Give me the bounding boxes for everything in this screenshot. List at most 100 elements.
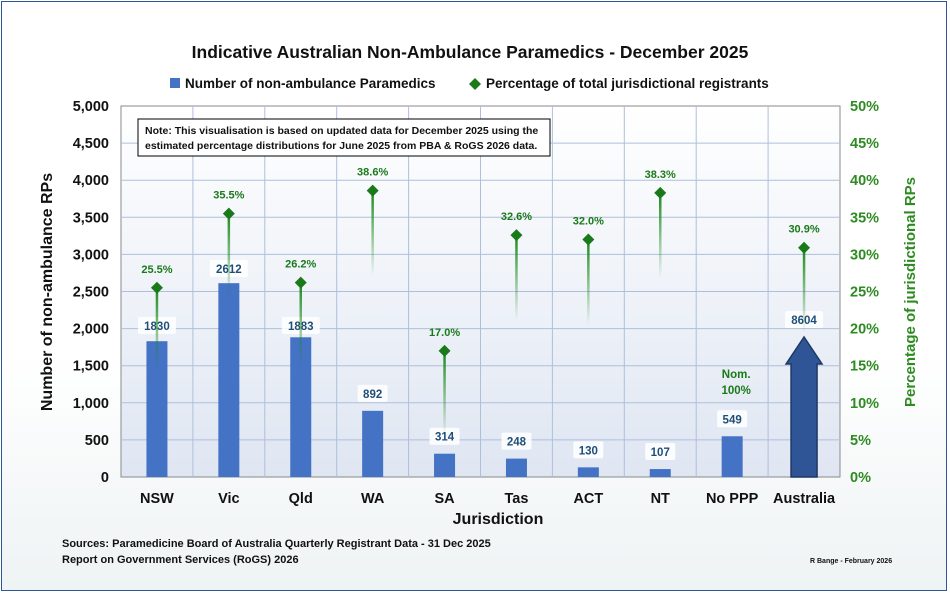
x-tick-Australia: Australia [773, 491, 836, 507]
y-tick-label: 1,000 [73, 396, 109, 412]
pct-diamond-icon [150, 281, 163, 294]
bar-label-bg [645, 443, 676, 461]
pct-diamond-icon [654, 186, 667, 199]
pct-stem [299, 282, 302, 368]
x-tick-SA: SA [434, 491, 455, 507]
y-tick-label: 3,500 [73, 210, 109, 226]
pct-label-ACT: 32.0% [573, 216, 604, 228]
pct-label-NT: 38.3% [645, 169, 676, 181]
chart-title: Indicative Australian Non-Ambulance Para… [192, 42, 749, 62]
y-tick-label: 500 [85, 433, 109, 449]
bar-NSW [146, 341, 168, 477]
pct-label-Tas: 32.6% [501, 211, 532, 223]
bar-Vic [218, 283, 240, 477]
y2-tick-label: 0% [850, 470, 871, 486]
x-tick-Tas: Tas [504, 491, 528, 507]
pct-stem [227, 213, 231, 299]
bar-label-bg [357, 384, 388, 402]
y-tick-label: 4,500 [73, 136, 109, 152]
bar-label-NT: 107 [651, 447, 670, 459]
bar-label-No PPP: 549 [723, 414, 742, 426]
y2-tick-label: 10% [850, 396, 879, 412]
y2-tick-label: 45% [850, 136, 879, 152]
bar-label-SA: 314 [435, 432, 455, 444]
bar-label-bg [573, 441, 604, 459]
y-tick-label: 2,000 [73, 322, 109, 338]
pct-stem [587, 239, 590, 325]
legend-diamond-icon [469, 78, 481, 90]
y2-tick-label: 20% [850, 322, 879, 338]
y-tick-label: 1,500 [73, 359, 109, 375]
source-line-1: Sources: Paramedicine Board of Australia… [62, 538, 491, 550]
x-tick-NSW: NSW [140, 491, 174, 507]
pct-diamond-icon [438, 344, 451, 357]
y-axis-title: Number of non-ambulance RPs [39, 173, 56, 411]
y2-tick-label: 30% [850, 247, 879, 263]
pct-label-NSW: 25.5% [141, 264, 172, 276]
pct-label-Qld: 26.2% [285, 259, 316, 271]
pct-diamond-icon [366, 184, 379, 197]
y-axis-ticks: 0 500 1,000 1,500 2,000 2,500 3,000 3,500 4,000 4… [73, 99, 109, 486]
pct-diamond-icon [222, 207, 235, 220]
bar-label-bg [717, 410, 748, 428]
pct-label-SA: 17.0% [429, 327, 460, 339]
bar-No PPP [721, 436, 743, 477]
x-tick-ACT: ACT [573, 491, 603, 507]
y2-axis-ticks: 0% 5% 10% 15% 20% 25% 30% 35% 40% 45% 50% [850, 99, 879, 486]
x-tick-No PPP: No PPP [706, 491, 759, 507]
x-tick-WA: WA [361, 491, 385, 507]
note-box: Note: This visualisation is based on upd… [137, 118, 551, 157]
pct-stem [515, 235, 518, 321]
bar-label-bg [501, 432, 532, 450]
pct-diamond-icon [798, 241, 811, 254]
y2-tick-label: 5% [850, 433, 871, 449]
bar-label-Tas: 248 [507, 437, 527, 449]
y-tick-label: 5,000 [73, 99, 109, 115]
pct-diamond-icon [294, 276, 307, 289]
percentage-series: 25.5% 35.5% 26.2% 38.6% 17.0% 32.6% 32.0% 38.3%… [141, 167, 820, 436]
pct-stem [371, 190, 374, 276]
x-tick-Vic: Vic [218, 491, 240, 507]
bar-arrow-Australia [784, 335, 824, 478]
bar-label-bg [429, 427, 460, 445]
bar-label-ACT: 130 [579, 445, 598, 457]
gridlines [121, 106, 840, 477]
pct-stem [659, 192, 662, 278]
legend-bar-label: Number of non-ambulance Paramedics [185, 76, 436, 91]
bar-NT [649, 469, 671, 477]
pct-diamond-icon [510, 229, 523, 242]
y2-tick-label: 50% [850, 99, 879, 115]
bar-label-WA: 892 [363, 389, 382, 401]
bar-Qld [290, 337, 312, 477]
y-tick-label: 3,000 [73, 247, 109, 263]
y2-tick-label: 35% [850, 210, 879, 226]
legend-bar-swatch [170, 78, 180, 88]
note-text: Note: This visualisation is based on upd… [145, 125, 541, 152]
pct-stem [443, 350, 446, 436]
pct-label-No PPP-1: Nom. [722, 369, 751, 381]
legend: Number of non-ambulance Paramedics Perce… [170, 76, 769, 91]
pct-diamond-icon [582, 233, 595, 246]
x-axis-title: Jurisdiction [453, 511, 544, 528]
bar-series [146, 283, 824, 478]
legend-pct-label: Percentage of total jurisdictional regis… [486, 76, 769, 91]
pct-label-No PPP-2: 100% [721, 385, 750, 397]
y2-tick-label: 25% [850, 285, 879, 301]
pct-label-Australia: 30.9% [788, 224, 819, 236]
x-axis-categories: NSW Vic Qld WA SA Tas ACT NT No PPP Australia [140, 491, 836, 507]
y2-tick-label: 40% [850, 173, 879, 189]
source-line-2: Report on Government Services (RoGS) 202… [62, 554, 299, 566]
pct-stem [155, 287, 159, 373]
bar-ACT [577, 467, 599, 477]
y-tick-label: 0 [101, 470, 109, 486]
y-tick-label: 4,000 [73, 173, 109, 189]
pct-label-WA: 38.6% [357, 167, 388, 179]
pct-stem [802, 247, 806, 333]
y-tick-label: 2,500 [73, 285, 109, 301]
y2-axis-title: Percentage of jurisdictional RPs [902, 177, 919, 407]
x-tick-Qld: Qld [289, 491, 313, 507]
x-tick-NT: NT [651, 491, 670, 507]
credit: R Bange - February 2026 [810, 558, 892, 565]
pct-label-Vic: 35.5% [213, 190, 244, 202]
